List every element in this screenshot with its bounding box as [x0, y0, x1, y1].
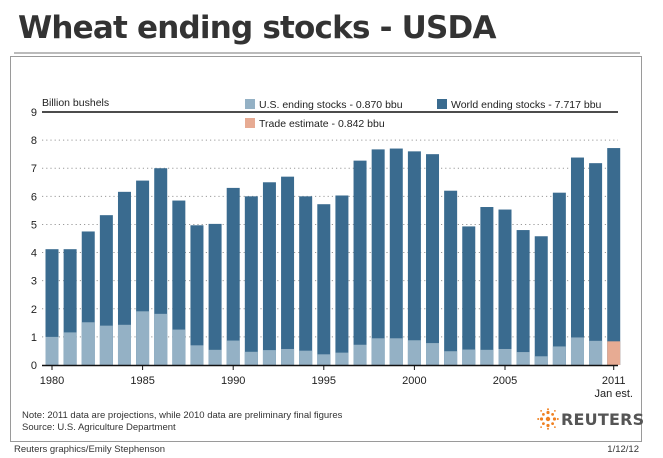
world-stocks-bar: [190, 225, 204, 365]
legend-swatch-world: [437, 99, 447, 109]
us-stocks-bar: [426, 343, 440, 365]
us-stocks-bar: [516, 352, 530, 365]
us-stocks-bar: [299, 350, 313, 365]
world-stocks-bar: [389, 148, 403, 365]
brand-name: REUTERS: [561, 410, 645, 429]
source-note: Source: U.S. Agriculture Department: [22, 422, 176, 433]
us-stocks-bar: [208, 349, 222, 365]
world-stocks-bar: [353, 160, 367, 365]
legend-label-trade: Trade estimate - 0.842 bbu: [259, 118, 385, 130]
world-stocks-bar: [462, 226, 476, 365]
us-stocks-bar: [371, 338, 385, 365]
world-stocks-bar: [534, 236, 548, 365]
us-stocks-bar: [172, 329, 186, 365]
x-tick-label: 2005: [493, 375, 517, 387]
us-stocks-bar: [117, 324, 131, 365]
world-stocks-bar: [335, 195, 349, 365]
reuters-logo: REUTERS: [537, 406, 644, 434]
world-stocks-bar: [317, 204, 331, 365]
y-tick-label: 3: [31, 276, 37, 288]
world-stocks-bar: [281, 176, 295, 365]
us-stocks-bar: [262, 350, 276, 365]
x-tick-label: 1990: [221, 375, 245, 387]
publish-date: 1/12/12: [607, 444, 639, 455]
us-stocks-bar: [498, 348, 512, 365]
y-tick-label: 0: [31, 360, 37, 372]
x-tick-label: 2000: [402, 375, 426, 387]
x-tick-label: 1995: [312, 375, 336, 387]
us-stocks-bar: [353, 344, 367, 365]
x-tick-label: 1985: [130, 375, 154, 387]
us-stocks-bar: [335, 352, 349, 365]
us-stocks-bar: [99, 325, 113, 365]
us-stocks-bar: [136, 311, 150, 365]
y-tick-label: 2: [31, 304, 37, 316]
us-stocks-bar: [480, 349, 494, 365]
x-sub-label: Jan est.: [594, 388, 633, 400]
projection-note: Note: 2011 data are projections, while 2…: [22, 410, 343, 421]
world-stocks-bar: [444, 190, 458, 365]
world-stocks-bar: [407, 151, 421, 365]
us-stocks-bar: [190, 345, 204, 365]
page-title: Wheat ending stocks - USDA: [18, 10, 496, 46]
reuters-dot-logo-icon: [537, 408, 559, 430]
y-tick-label: 9: [31, 107, 37, 119]
us-stocks-bar: [444, 351, 458, 365]
us-stocks-bar: [534, 356, 548, 365]
us-stocks-bar: [244, 351, 258, 365]
world-stocks-bar: [589, 163, 603, 365]
y-tick-label: 6: [31, 191, 37, 203]
y-tick-label: 1: [31, 332, 37, 344]
world-stocks-bar: [516, 230, 530, 365]
us-stocks-bar: [570, 337, 584, 365]
y-tick-label: 8: [31, 135, 37, 147]
world-stocks-bar: [426, 154, 440, 365]
title-divider: [14, 52, 640, 54]
y-tick-label: 4: [31, 248, 37, 260]
x-tick-label: 2011: [602, 375, 626, 387]
world-stocks-bar: [371, 149, 385, 365]
y-tick-label: 7: [31, 163, 37, 175]
world-stocks-bar: [117, 191, 131, 365]
world-stocks-bar: [498, 209, 512, 365]
us-stocks-bar: [81, 322, 95, 365]
us-stocks-bar: [63, 332, 77, 365]
world-stocks-bar: [172, 200, 186, 365]
chart-frame: [10, 56, 642, 442]
us-stocks-bar: [226, 340, 240, 365]
bar-group: [45, 148, 621, 365]
us-stocks-bar: [589, 340, 603, 365]
world-stocks-bar: [552, 192, 566, 365]
x-tick-label: 1980: [40, 375, 64, 387]
us-stocks-bar: [552, 346, 566, 365]
us-stocks-bar: [462, 349, 476, 365]
legend-label-us: U.S. ending stocks - 0.870 bbu: [259, 99, 403, 111]
us-stocks-bar: [389, 338, 403, 365]
world-stocks-bar: [208, 223, 222, 365]
world-stocks-bar: [607, 148, 621, 365]
legend: U.S. ending stocks - 0.870 bbu World endi…: [245, 99, 602, 130]
legend-swatch-trade: [245, 118, 255, 128]
legend-label-world: World ending stocks - 7.717 bbu: [451, 99, 602, 111]
world-stocks-bar: [45, 249, 59, 365]
world-stocks-bar: [299, 196, 313, 365]
axes: 0 1 2 3 4 5 6 7 8 9 Billion bushels 1980 1985 1990 199…: [31, 97, 633, 400]
trade-estimate-bar: [607, 341, 621, 365]
us-stocks-bar: [317, 354, 331, 365]
y-tick-label: 5: [31, 219, 37, 231]
world-stocks-bar: [244, 196, 258, 365]
legend-swatch-us: [245, 99, 255, 109]
world-stocks-bar: [226, 187, 240, 365]
us-stocks-bar: [154, 313, 168, 365]
world-stocks-bar: [570, 157, 584, 365]
world-stocks-bar: [480, 207, 494, 365]
graphic-credit: Reuters graphics/Emily Stephenson: [14, 444, 166, 455]
us-stocks-bar: [281, 348, 295, 365]
world-stocks-bar: [262, 182, 276, 365]
us-stocks-bar: [407, 340, 421, 365]
y-axis-label: Billion bushels: [42, 97, 109, 109]
us-stocks-bar: [45, 336, 59, 365]
chart-notes: Note: 2011 data are projections, while 2…: [22, 410, 342, 434]
